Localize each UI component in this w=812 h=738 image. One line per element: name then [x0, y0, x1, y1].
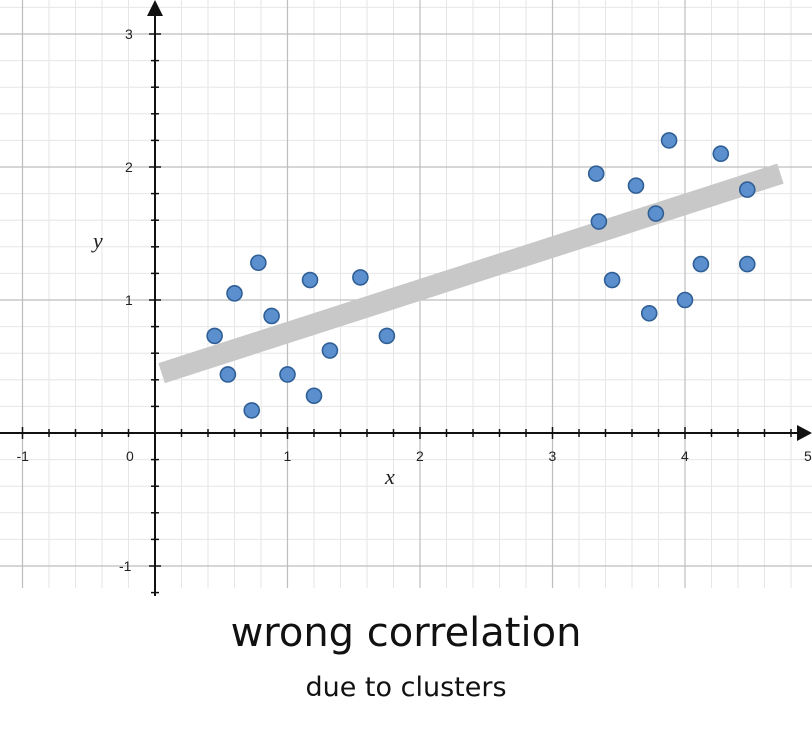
caption-subtitle: due to clusters [305, 672, 507, 703]
x-axis-arrow [797, 425, 812, 441]
x-tick-label: 1 [284, 448, 292, 464]
data-point [676, 291, 694, 309]
x-tick-label: 5 [804, 448, 812, 464]
x-axis-label: x [384, 464, 395, 489]
x-tick-label: 4 [681, 448, 689, 464]
data-point [250, 254, 267, 272]
data-point [301, 271, 319, 289]
x-tick-label: 3 [549, 448, 557, 464]
data-point [279, 366, 296, 383]
x-tick-label: -1 [17, 448, 30, 464]
x-tick-label: 0 [126, 448, 134, 464]
data-point [378, 327, 396, 345]
data-point [263, 307, 280, 325]
data-point [226, 285, 243, 302]
trend-line [158, 163, 784, 384]
data-points [206, 132, 756, 419]
data-point [590, 213, 608, 230]
data-point [206, 327, 223, 345]
data-point [712, 145, 730, 162]
y-tick-label: 3 [125, 26, 133, 42]
y-tick-label: 1 [125, 292, 133, 308]
data-point [692, 255, 710, 273]
y-tick-label: 2 [125, 159, 133, 175]
data-point [352, 269, 369, 286]
data-point [647, 205, 665, 222]
y-tick-label: -1 [119, 558, 132, 574]
caption-title: wrong correlation [230, 610, 582, 656]
data-point [321, 342, 339, 359]
trend-line-group [158, 163, 784, 384]
data-point [219, 366, 237, 383]
y-axis-label: y [91, 228, 103, 253]
data-point [640, 304, 658, 322]
data-point [627, 177, 645, 194]
data-point [738, 181, 756, 198]
data-point [305, 387, 323, 405]
grid [0, 0, 812, 588]
axes [0, 0, 812, 596]
scatter-plot: -1 0 1 2 3 4 5 -1 1 2 3 x y [0, 0, 812, 596]
data-point [738, 255, 756, 273]
tick-labels: -1 0 1 2 3 4 5 -1 1 2 3 [17, 26, 812, 574]
data-point [587, 165, 605, 182]
x-tick-label: 2 [416, 448, 424, 464]
data-point [660, 132, 678, 149]
y-axis-arrow [147, 0, 163, 16]
data-point [243, 402, 261, 419]
data-point [603, 271, 621, 289]
